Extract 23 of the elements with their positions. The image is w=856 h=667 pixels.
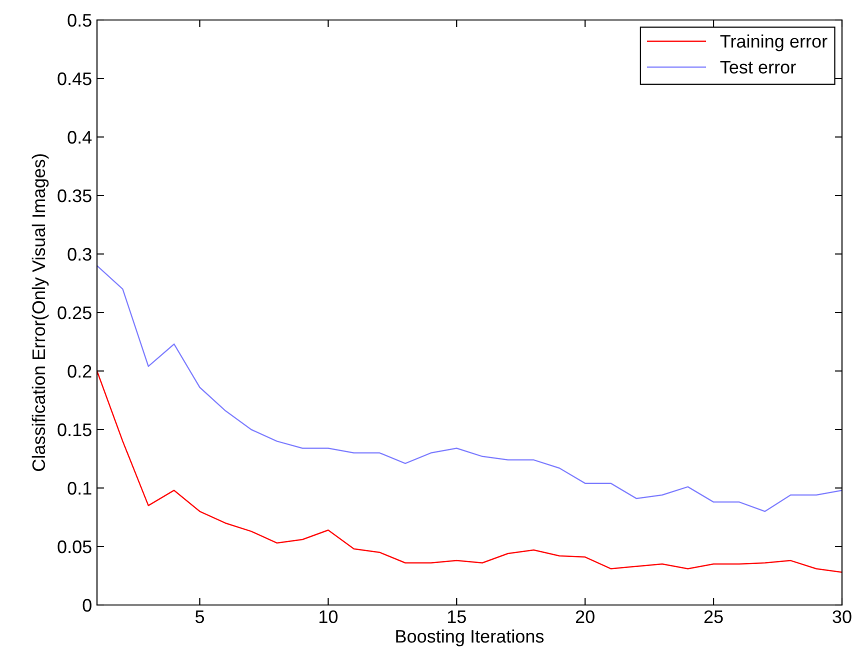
- y-tick-label: 0.5: [68, 14, 92, 27]
- y-tick-label: 0.45: [58, 72, 92, 86]
- x-tick-label: 5: [195, 610, 204, 624]
- x-tick-label: 30: [832, 610, 852, 624]
- y-tick-label: 0.2: [68, 364, 92, 378]
- y-tick-label: 0.15: [58, 423, 92, 436]
- legend-label: Test error: [720, 60, 796, 74]
- x-tick-label: 25: [704, 610, 723, 624]
- y-tick-label: 0.4: [68, 130, 92, 144]
- y-axis-title: Classification Error(Only Visual Images): [32, 154, 49, 471]
- legend-label: Training error: [720, 34, 828, 52]
- y-tick-label: 0.35: [58, 189, 92, 202]
- y-tick-label: 0.1: [68, 482, 92, 495]
- y-tick-label: 0: [82, 598, 92, 612]
- y-tick-label: 0.25: [58, 306, 92, 320]
- x-tick-label: 10: [320, 610, 338, 624]
- line-series: [97, 370, 842, 573]
- y-tick-label: 0.3: [68, 248, 92, 261]
- line-series: [97, 265, 842, 512]
- x-tick-label: 20: [576, 610, 594, 624]
- x-axis-title: Boosting Iterations: [396, 629, 544, 646]
- x-tick-label: 15: [448, 610, 466, 624]
- y-tick-label: 0.05: [58, 540, 92, 554]
